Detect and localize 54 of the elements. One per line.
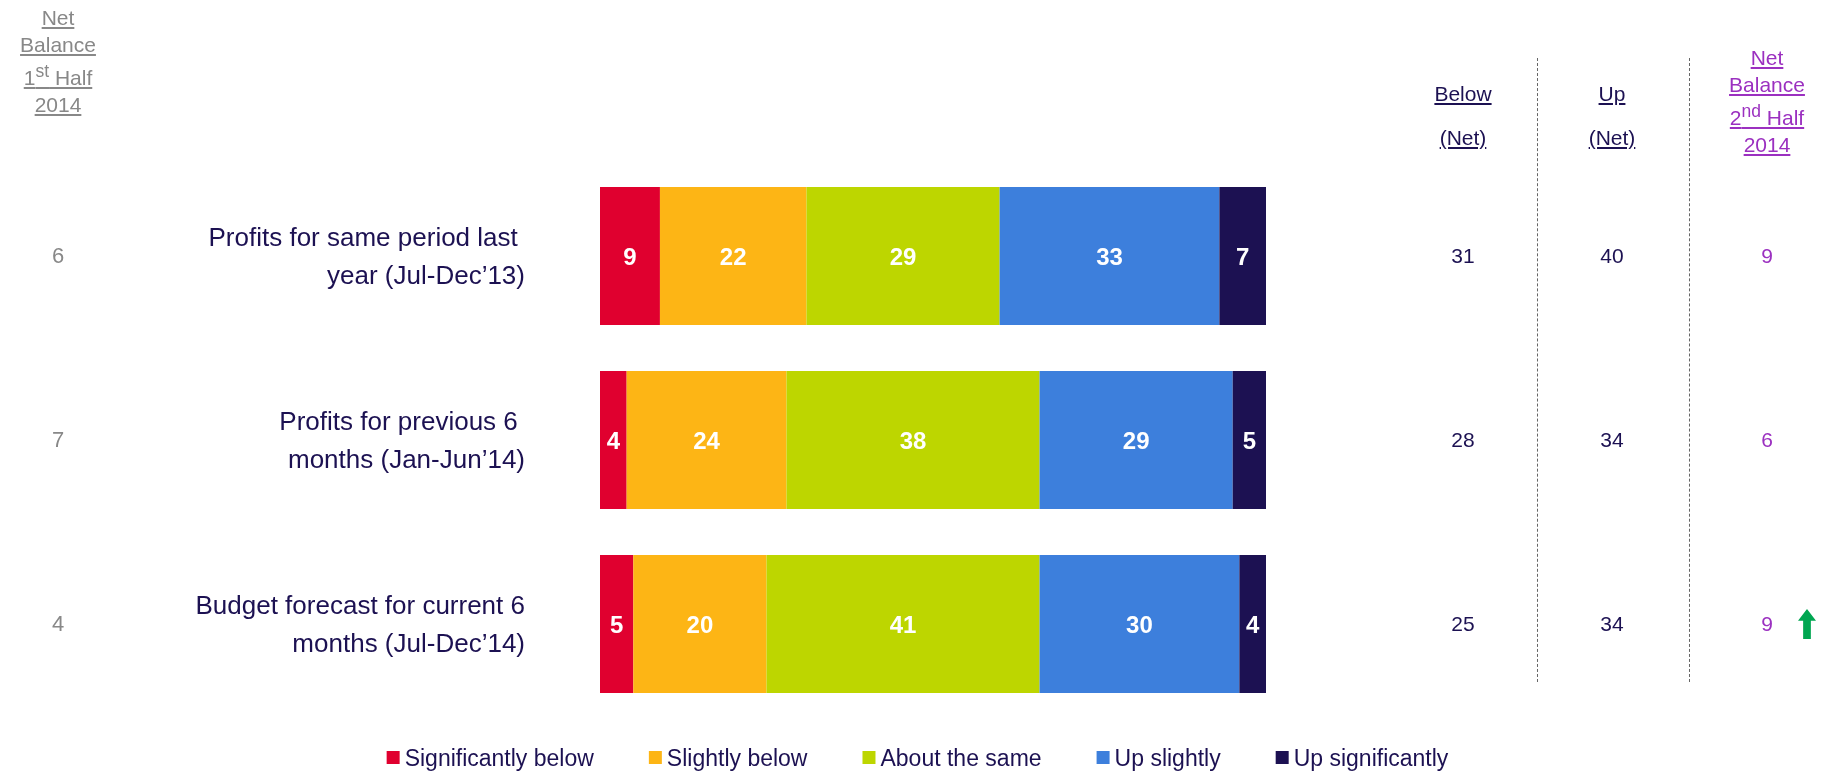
text: Up (Net): [1587, 81, 1637, 151]
data-label: 22: [719, 242, 747, 270]
data-label: 5: [609, 610, 624, 638]
data-label: 38: [899, 426, 927, 454]
text: 34: [1600, 428, 1624, 452]
text: Net Balance 1$^{st}$ Half 2014: [19, 5, 97, 118]
legend-label: Slightly below: [666, 744, 808, 771]
text: 25: [1451, 612, 1475, 636]
text: 40: [1600, 244, 1624, 268]
text: 4: [51, 611, 65, 637]
bar: [999, 187, 1220, 325]
data-label: 30: [1126, 610, 1153, 638]
data-label: 9: [623, 242, 637, 270]
bar: [766, 555, 1040, 693]
data-label: 29: [1122, 426, 1150, 454]
data-label: 29: [889, 242, 917, 270]
data-label: 4: [606, 426, 621, 454]
y-tick-label: Profits for same period last year (Jul-Dec’13): [208, 222, 525, 290]
bar: [659, 187, 807, 325]
bar: [1039, 555, 1240, 693]
text: 31: [1451, 244, 1475, 268]
text: 7: [51, 427, 65, 453]
text: 6: [51, 243, 65, 269]
text: Net Balance 2$^{nd}$ Half 2014: [1728, 45, 1806, 158]
bar: [626, 371, 787, 509]
bar: [600, 371, 627, 509]
bar: [600, 555, 634, 693]
data-label: 24: [693, 426, 721, 454]
text: 9: [1761, 244, 1773, 268]
y-tick-label: Budget forecast for current 6 months (Jul-Dec’14): [195, 590, 525, 658]
bar: [1232, 371, 1266, 509]
legend-label: Significantly below: [404, 744, 595, 771]
text: 28: [1451, 428, 1475, 452]
bar: [806, 187, 1000, 325]
text: 6: [1761, 428, 1773, 452]
data-label: 5: [1242, 426, 1257, 454]
bar: [633, 555, 767, 693]
bar: [1219, 187, 1266, 325]
legend-label: Up significantly: [1293, 744, 1449, 771]
y-tick-label: Profits for previous 6 months (Jan-Jun’14): [279, 406, 525, 474]
bar: [1039, 371, 1233, 509]
text: 9: [1761, 612, 1773, 636]
text: 34: [1600, 612, 1624, 636]
data-label: 20: [686, 610, 714, 638]
legend-label: About the same: [880, 744, 1042, 771]
bar: [786, 371, 1040, 509]
data-label: 33: [1096, 242, 1123, 270]
data-label: 7: [1236, 242, 1250, 270]
data-label: 4: [1246, 610, 1260, 638]
text: Below (Net): [1433, 81, 1493, 151]
legend-label: Up slightly: [1114, 744, 1222, 771]
bar: [1239, 555, 1266, 693]
bar: [600, 187, 660, 325]
data-label: 41: [889, 610, 917, 638]
